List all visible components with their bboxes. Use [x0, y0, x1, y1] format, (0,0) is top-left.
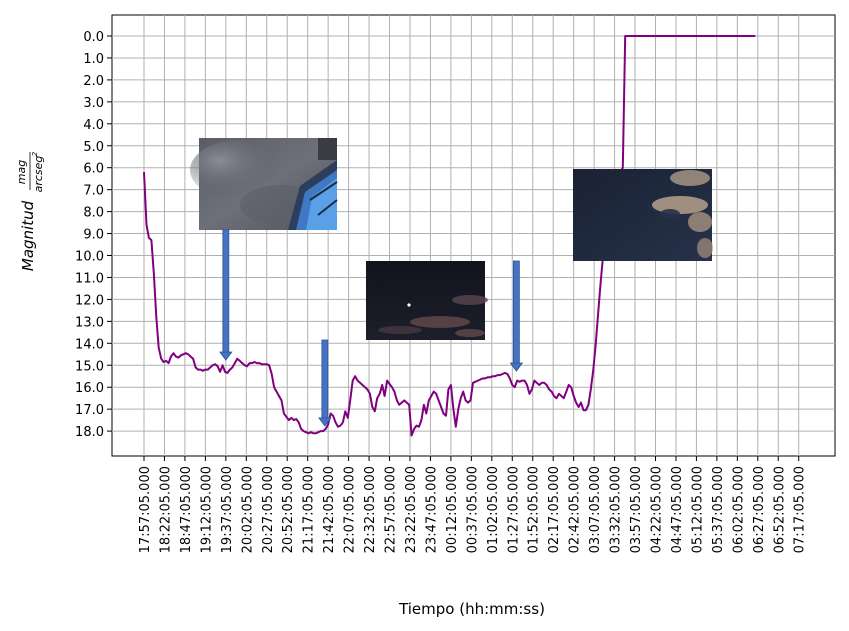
- x-tick-label: 04:47:05.000: [670, 466, 685, 553]
- y-tick-label: 6.0: [83, 162, 104, 177]
- x-tick-label: 06:02:05.000: [731, 466, 746, 553]
- y-tick-label: 11.0: [75, 271, 104, 286]
- annotation-arrow-head: [509, 362, 524, 372]
- x-tick-label: 20:27:05.000: [261, 466, 276, 553]
- x-tick-label: 21:17:05.000: [302, 466, 317, 553]
- y-tick-label: 1.0: [83, 52, 104, 67]
- x-tick-label: 02:17:05.000: [547, 466, 562, 553]
- x-tick-label: 03:57:05.000: [629, 466, 644, 553]
- y-tick-label: 0.0: [83, 30, 104, 45]
- x-tick-label: 03:32:05.000: [609, 466, 624, 553]
- y-axis-unit-numerator: mag: [15, 160, 28, 184]
- x-tick-label: 22:32:05.000: [363, 466, 378, 553]
- x-tick-label: 22:07:05.000: [343, 466, 358, 553]
- y-tick-label: 17.0: [75, 403, 104, 418]
- x-tick-label: 17:57:05.000: [138, 466, 153, 553]
- y-tick-label: 2.0: [83, 74, 104, 89]
- y-tick-label: 12.0: [75, 293, 104, 308]
- y-tick-label: 16.0: [75, 381, 104, 396]
- x-tick-label: 07:17:05.000: [793, 466, 808, 553]
- y-tick-label: 10.0: [75, 250, 104, 265]
- annotation-photo-night-sky-1: [366, 261, 488, 340]
- plot-area: [111, 14, 836, 457]
- annotation-arrow-head: [318, 417, 332, 427]
- y-axis-unit-exponent: 2: [31, 151, 39, 156]
- x-tick-label: 05:37:05.000: [711, 466, 726, 553]
- y-tick-label: 8.0: [83, 206, 104, 221]
- x-tick-label: 05:12:05.000: [690, 466, 705, 553]
- x-tick-label: 23:47:05.000: [424, 466, 439, 553]
- y-tick-label: 13.0: [75, 315, 104, 330]
- x-tick-label: 19:37:05.000: [220, 466, 235, 553]
- y-tick-label: 3.0: [83, 96, 104, 111]
- x-tick-label: 01:52:05.000: [527, 466, 542, 553]
- y-tick-label: 18.0: [75, 425, 104, 440]
- x-tick-label: 03:07:05.000: [588, 466, 603, 553]
- x-tick-label: 20:02:05.000: [240, 466, 255, 553]
- x-tick-label: 02:42:05.000: [568, 466, 583, 553]
- y-axis-title-main: Magnitud: [19, 200, 37, 271]
- annotation-photo-night-sky-2: [573, 169, 713, 261]
- x-axis: 17:57:05.000 18:22:05.000 18:47:05.000 19:1…: [138, 456, 808, 553]
- x-tick-label: 18:22:05.000: [158, 466, 173, 553]
- annotation-arrows: [219, 229, 524, 427]
- y-axis-unit-denominator: arcseg: [32, 156, 45, 193]
- annotation-arrow-shaft: [321, 339, 329, 419]
- x-tick-label: 21:42:05.000: [322, 466, 337, 553]
- y-axis: 0.0 1.0 2.0 3.0 4.0 5.0 6.0 7.0 8.0 9.0 10.0 11.0 12…: [75, 30, 112, 440]
- magnitude-series-line: [143, 35, 756, 437]
- svg-text:Magnitud: Magnitud: [19, 200, 37, 271]
- y-tick-label: 5.0: [83, 140, 104, 155]
- x-tick-label: 00:12:05.000: [445, 466, 460, 553]
- x-tick-label: 04:22:05.000: [650, 466, 665, 553]
- annotation-photo-cloudy-daylight: [190, 138, 338, 230]
- x-tick-label: 22:57:05.000: [384, 466, 399, 553]
- x-tick-label: 19:12:05.000: [199, 466, 214, 553]
- x-tick-label: 23:22:05.000: [404, 466, 419, 553]
- annotation-arrow-head: [219, 351, 233, 361]
- y-tick-label: 14.0: [75, 337, 104, 352]
- y-tick-label: 7.0: [83, 184, 104, 199]
- x-tick-label: 06:52:05.000: [772, 466, 787, 553]
- y-tick-label: 4.0: [83, 118, 104, 133]
- x-axis-title: Tiempo (hh:mm:ss): [398, 600, 545, 618]
- x-tick-label: 01:02:05.000: [486, 466, 501, 553]
- x-tick-label: 00:37:05.000: [465, 466, 480, 553]
- x-tick-label: 20:52:05.000: [281, 466, 296, 553]
- annotation-arrow-shaft: [222, 229, 230, 353]
- y-tick-label: 15.0: [75, 359, 104, 374]
- y-axis-title: Magnitud mag arcseg 2: [15, 151, 45, 271]
- annotation-arrow-shaft: [512, 260, 520, 364]
- x-tick-label: 18:47:05.000: [179, 466, 194, 553]
- y-tick-label: 9.0: [83, 228, 104, 243]
- x-tick-label: 06:27:05.000: [752, 466, 767, 553]
- x-tick-label: 01:27:05.000: [506, 466, 521, 553]
